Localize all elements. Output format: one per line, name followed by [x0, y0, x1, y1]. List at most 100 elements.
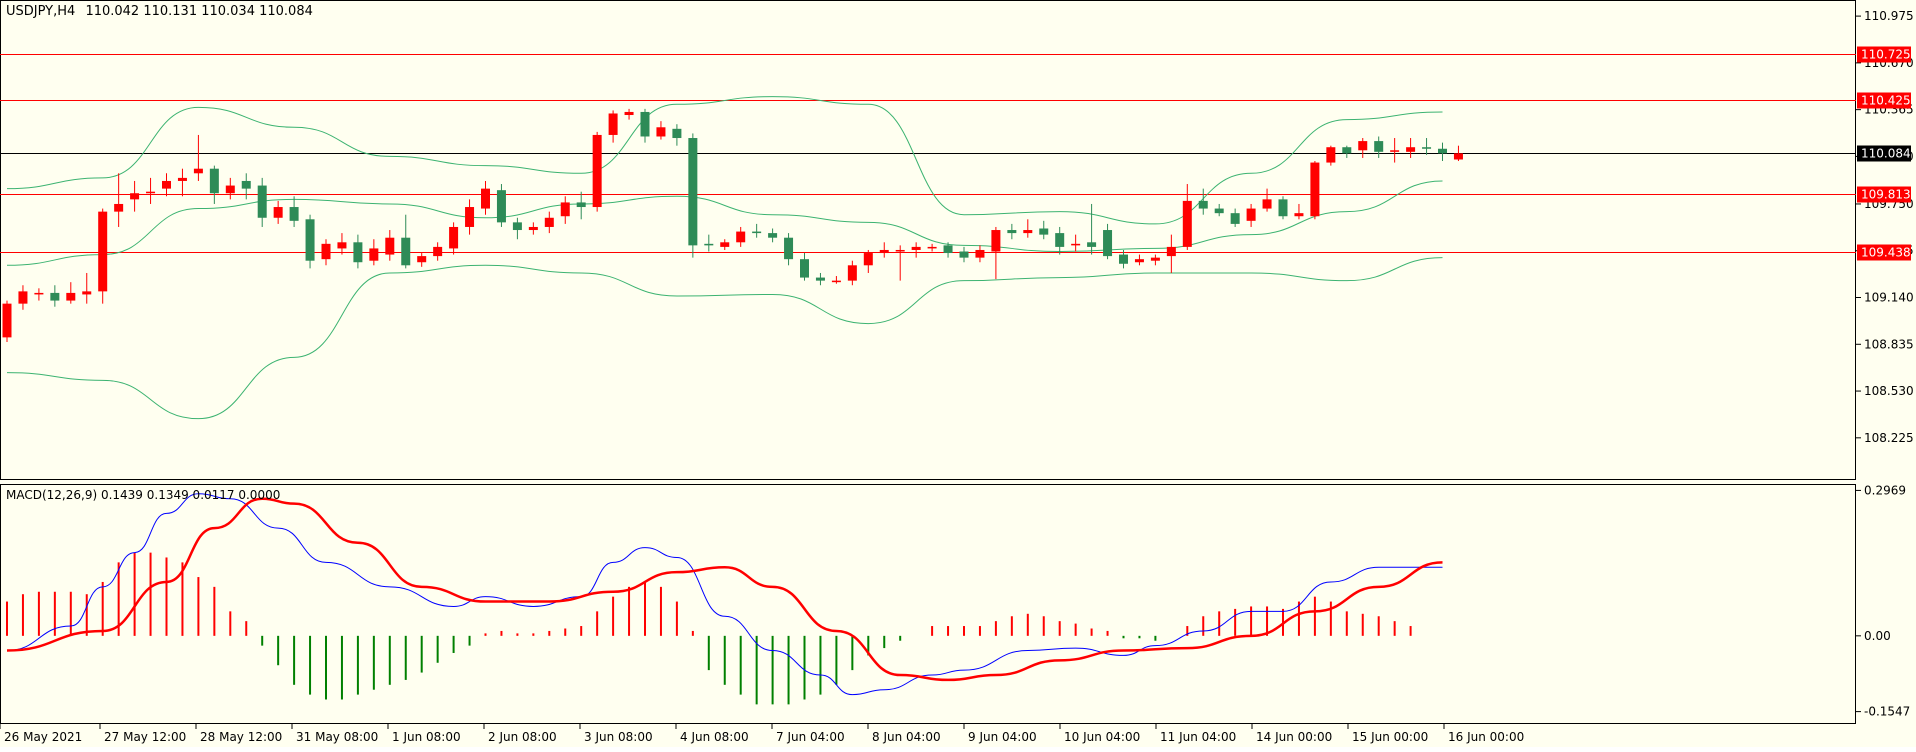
candle-body [337, 242, 347, 249]
macd-legend: MACD(12,26,9) 0.1439 0.1349 0.0117 0.000… [6, 488, 280, 502]
candle-body [66, 292, 76, 301]
candle-body [1374, 141, 1384, 152]
candle-body [353, 242, 363, 263]
time-tick-label: 3 Jun 08:00 [584, 730, 653, 744]
time-tick-label: 2 Jun 08:00 [488, 730, 557, 744]
time-tick-label: 10 Jun 04:00 [1064, 730, 1140, 744]
candle-body [193, 168, 203, 174]
candle-body [624, 111, 634, 116]
candle-body [720, 242, 730, 247]
candle-body [1007, 230, 1017, 234]
price-pane[interactable]: USDJPY,H4 110.042 110.131 110.034 110.08… [0, 0, 1856, 480]
candle-body [1039, 228, 1049, 235]
candle-body [943, 245, 953, 254]
macd-tick-label: 0.00 [1864, 629, 1891, 643]
time-tick-label: 27 May 12:00 [104, 730, 186, 744]
candle-body [895, 249, 905, 252]
macd-pane-border [0, 484, 1856, 724]
macd-lines [6, 493, 1443, 696]
macd-pane-area[interactable] [0, 484, 1856, 724]
ohlc-readout: 110.042 110.131 110.034 110.084 [85, 4, 312, 19]
price-tick-label: 110.975 [1864, 9, 1914, 23]
level-badge-110.084 [1857, 145, 1911, 162]
time-tick-label: 31 May 08:00 [296, 730, 378, 744]
candle-body [831, 280, 841, 283]
candle-body [528, 226, 538, 231]
macd-axis: 0.2969 0.00 -0.1547 [1856, 483, 1910, 719]
candle-body [369, 248, 379, 261]
candle-body [1326, 147, 1336, 163]
candle-body [34, 292, 44, 295]
candle-body [1310, 162, 1320, 217]
time-tick-label: 4 Jun 08:00 [680, 730, 749, 744]
candle-body [1119, 254, 1128, 264]
level-label-110.425: 110.425 [1861, 94, 1911, 108]
level-badge-109.438 [1857, 244, 1911, 261]
candle-body [1294, 213, 1304, 217]
candle-body [1262, 199, 1272, 209]
time-tick-label: 8 Jun 04:00 [872, 730, 941, 744]
macd-signal-line [6, 497, 1443, 682]
candle-body [815, 277, 825, 281]
candle-body [209, 168, 219, 194]
candle-body [385, 237, 395, 255]
candle-body [1390, 150, 1400, 152]
level-label-110.084: 110.084 [1861, 147, 1911, 161]
candle-body [592, 134, 602, 208]
candle-body [688, 138, 698, 246]
candle-body [1422, 147, 1432, 149]
symbol-timeframe: USDJPY,H4 [6, 4, 75, 19]
price-pane-title: USDJPY,H4 110.042 110.131 110.034 110.08… [6, 4, 313, 19]
candle-body [768, 233, 778, 238]
macd-tick-label: -0.1547 [1864, 705, 1910, 719]
candle-body [991, 230, 1001, 252]
candle-body [752, 231, 762, 234]
level-label-110.725: 110.725 [1861, 48, 1911, 62]
candle-body [927, 246, 937, 249]
candle-body [959, 251, 969, 258]
time-tick-label: 1 Jun 08:00 [392, 730, 461, 744]
candle-body [1166, 246, 1176, 257]
candle-body [82, 291, 92, 295]
candle-body [449, 226, 459, 249]
candle-body [975, 249, 985, 258]
macd-pane[interactable]: MACD(12,26,9) 0.1439 0.1349 0.0117 0.000… [0, 484, 1856, 724]
time-tick-label: 7 Jun 04:00 [776, 730, 845, 744]
candle-body [50, 292, 60, 301]
candle-body [1150, 257, 1160, 261]
time-tick-label: 28 May 12:00 [200, 730, 282, 744]
level-badge-109.813 [1857, 186, 1911, 203]
candle-body [225, 185, 235, 194]
level-badge-110.425 [1857, 92, 1911, 109]
candle-body [1071, 243, 1081, 246]
candle-body [608, 113, 618, 135]
level-badge-110.725 [1857, 46, 1911, 63]
price-pane-area[interactable] [0, 0, 1856, 480]
candle-body [1406, 147, 1416, 152]
candle-body [496, 190, 506, 223]
candle-body [401, 237, 411, 266]
candle-body [289, 207, 299, 221]
time-tick-label: 14 Jun 00:00 [1256, 730, 1332, 744]
candle-body [481, 188, 490, 209]
time-tick-label: 16 Jun 00:00 [1448, 730, 1524, 744]
candle-body [273, 207, 283, 218]
price-tick-label: 108.835 [1864, 337, 1914, 351]
bollinger-upper-band [6, 96, 1443, 225]
price-tick-label: 108.530 [1864, 384, 1914, 398]
candle-body [560, 202, 570, 217]
time-tick-label: 9 Jun 04:00 [968, 730, 1037, 744]
candle-body [656, 127, 666, 137]
time-tick-label: 15 Jun 00:00 [1352, 730, 1428, 744]
candle-body [1453, 153, 1463, 160]
level-label-109.438: 109.438 [1861, 246, 1911, 260]
candle-body [1087, 242, 1097, 247]
candle-body [1023, 230, 1033, 234]
candle-body [433, 246, 443, 257]
candle-body [784, 237, 794, 260]
price-tick-label: 109.140 [1864, 291, 1914, 305]
time-tick-label: 26 May 2021 [4, 730, 82, 744]
price-tick-label: 108.225 [1864, 431, 1914, 445]
